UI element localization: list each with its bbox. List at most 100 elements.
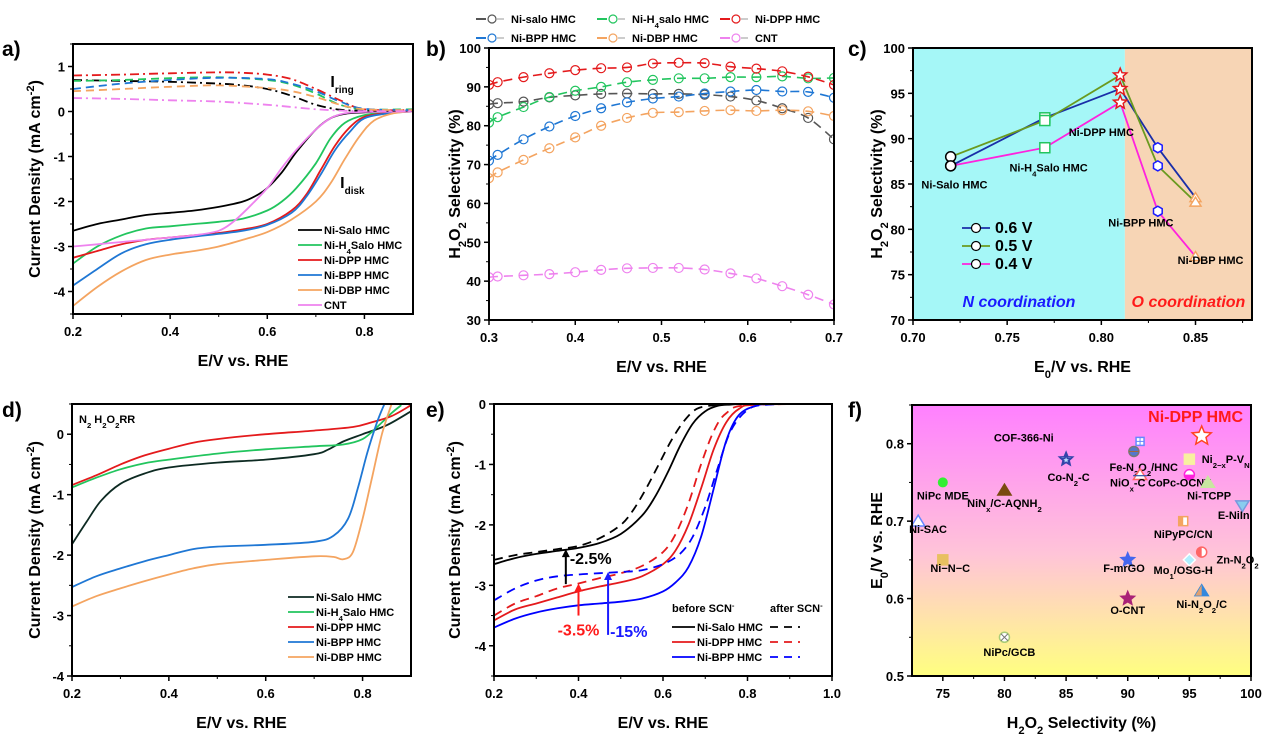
data-point <box>596 81 607 92</box>
hexagon-marker <box>1152 141 1163 154</box>
data-point <box>544 68 555 79</box>
legend-label: CNT <box>324 300 347 312</box>
text-span: 2 <box>87 421 91 430</box>
text-span: 4 <box>339 614 344 623</box>
x-tick-label: 0.2 <box>64 324 82 339</box>
data-point <box>647 74 658 85</box>
legend-marker <box>970 222 982 234</box>
text-span: HMC <box>374 240 402 252</box>
text-span: E/V vs. RHE <box>198 353 289 370</box>
legend-marker <box>487 33 497 43</box>
data-point <box>725 105 736 116</box>
curve-annotation: Idisk <box>340 175 365 197</box>
text-span: 2 <box>1212 605 1216 614</box>
data-point <box>518 154 529 166</box>
y-tick-label: 0.5 <box>886 669 904 684</box>
data-point <box>489 173 495 184</box>
legend-label: Ni-BPP HMC <box>511 33 576 45</box>
text-span: NiO <box>1110 477 1130 489</box>
data-point <box>518 96 529 107</box>
data-point <box>673 107 684 118</box>
legend-marker <box>731 14 741 24</box>
percent-change-label: -3.5% <box>558 623 600 640</box>
point-label: Ni-Salo HMC <box>921 180 987 192</box>
data-point <box>725 86 736 97</box>
data-point <box>1234 500 1251 514</box>
x-axis-label: E/V vs. RHE <box>618 715 709 732</box>
x-tick-label: 1.0 <box>823 686 841 701</box>
data-point <box>777 105 788 116</box>
panel-b: 0.3 0.4 0.5 0.6 0.7 30 40 50 60 70 80 90 100 E/V vs. … <box>426 14 843 376</box>
text-span: Mo <box>1154 565 1170 577</box>
data-point <box>1119 589 1137 606</box>
x-tick-label: 80 <box>997 686 1011 701</box>
text-span: NiPc/GCB <box>983 647 1035 659</box>
point-label: F-mrGO <box>1103 563 1145 575</box>
text-span: after SCN <box>770 603 820 615</box>
text-span: P-V <box>1226 454 1245 466</box>
square-marker <box>1039 114 1051 127</box>
data-point <box>621 77 633 88</box>
ring-current-line <box>73 79 413 112</box>
triangle-marker <box>910 513 927 527</box>
data-point <box>673 88 684 99</box>
text-span: 4 <box>347 247 352 256</box>
x-tick-label: 90 <box>1120 686 1134 701</box>
text-span: -C <box>1078 472 1090 484</box>
y-tick-label: 0 <box>479 397 486 412</box>
text-span: 2 <box>879 222 891 228</box>
data-point <box>492 77 503 88</box>
text-span: Ni-Salo HMC <box>921 180 987 192</box>
half-fill <box>1196 547 1202 558</box>
data-point <box>699 88 710 99</box>
text-span: 2 <box>102 421 106 430</box>
point-label: Ni-DPP HMC <box>1069 127 1134 139</box>
text-span: 2 <box>457 222 469 228</box>
data-point <box>1190 424 1214 446</box>
text-span: 2 <box>1147 468 1151 477</box>
y-tick-label: -3 <box>474 578 486 593</box>
data-point <box>910 513 927 527</box>
text-span: Ni-Salo HMC <box>324 225 390 237</box>
circle-marker <box>937 477 948 488</box>
point-label: O-CNT <box>1110 605 1145 617</box>
star-marker <box>1190 424 1214 446</box>
text-span: Ni-BPP HMC <box>316 637 381 649</box>
legend-label: 0.6 V <box>995 220 1033 237</box>
series-line <box>72 404 393 608</box>
panel-label: d) <box>2 399 22 422</box>
legend-label: Ni-H4Salo HMC <box>324 240 402 256</box>
point-label: Ni−N−C <box>930 563 970 575</box>
data-point <box>492 167 503 178</box>
y-tick-label: 95 <box>891 86 905 101</box>
x-tick-label: 0.2 <box>63 686 81 701</box>
text-span: F-mrGO <box>1103 563 1145 575</box>
text-span: 2 <box>1037 505 1041 514</box>
data-point <box>492 98 503 109</box>
text-span: /OSG-H <box>1174 565 1213 577</box>
data-point <box>673 262 684 274</box>
data-point <box>828 299 834 310</box>
after-scn-line <box>494 404 832 602</box>
after-scn-line <box>494 404 832 561</box>
text-span: E <box>1034 359 1045 376</box>
text-span: H <box>647 14 655 26</box>
point-label: Ni-N2O2/C <box>1176 599 1227 615</box>
text-span: Ni- <box>1009 162 1024 174</box>
text-span: Ni-BPP HMC <box>1108 218 1173 230</box>
data-point <box>1119 550 1137 568</box>
legend-label: 0.4 V <box>995 256 1033 273</box>
series-line <box>489 75 834 124</box>
text-span: Ni-DBP HMC <box>1178 255 1244 267</box>
star-marker <box>1119 550 1137 568</box>
y-axis-label: E0/V vs. RHE <box>869 492 891 589</box>
panel-e: -2.5% -3.5% -15% 0.2 0.4 0.6 0.8 1.0 0 -1 -2 -3 -4 E/… <box>426 397 841 732</box>
data-point <box>621 112 633 124</box>
point-label: NiOx-C <box>1110 477 1146 493</box>
legend-label: Ni-salo HMC <box>511 14 576 26</box>
text-span: H <box>869 247 886 259</box>
ring-current-line <box>73 84 413 112</box>
data-point <box>937 554 949 566</box>
